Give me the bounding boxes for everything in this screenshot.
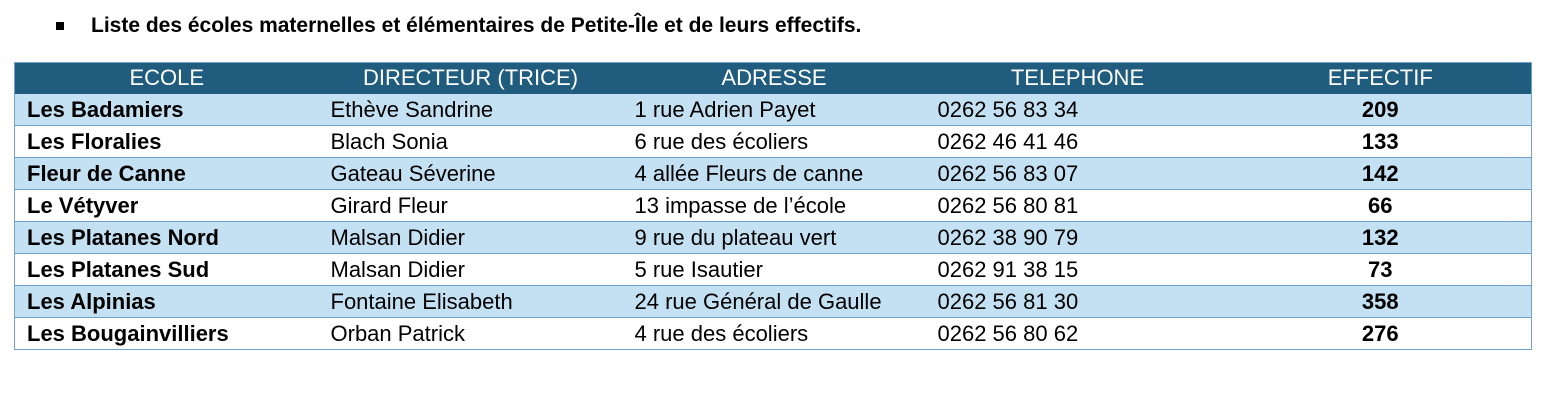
table-row: Fleur de Canne Gateau Séverine 4 allée F…	[14, 157, 1532, 189]
cell-telephone: 0262 91 38 15	[937, 256, 1079, 282]
cell-telephone: 0262 56 80 81	[937, 192, 1079, 218]
cell-adresse: 4 allée Fleurs de canne	[634, 160, 864, 186]
cell-effectif: 358	[1361, 288, 1399, 314]
cell-adresse: 9 rue du plateau vert	[634, 224, 837, 250]
cell-effectif: 73	[1368, 256, 1393, 282]
cell-ecole: Les Platanes Nord	[27, 224, 219, 250]
cell-effectif: 132	[1361, 224, 1399, 250]
square-bullet-icon	[56, 22, 64, 30]
cell-adresse: 13 impasse de l’école	[634, 192, 847, 218]
cell-ecole: Les Platanes Sud	[27, 256, 210, 282]
cell-telephone: 0262 38 90 79	[937, 224, 1079, 250]
header-directeur: DIRECTEUR (TRICE)	[362, 65, 579, 91]
cell-effectif: 66	[1368, 192, 1393, 218]
table-row: Le Vétyver Girard Fleur 13 impasse de l’…	[14, 189, 1532, 221]
cell-directeur: Blach Sonia	[330, 128, 448, 154]
cell-telephone: 0262 46 41 46	[937, 128, 1079, 154]
table-row: Les Platanes Sud Malsan Didier 5 rue Isa…	[14, 253, 1532, 285]
cell-ecole: Les Alpinias	[27, 288, 156, 314]
cell-adresse: 24 rue Général de Gaulle	[634, 288, 882, 314]
cell-directeur: Orban Patrick	[330, 320, 466, 346]
header-effectif: EFFECTIF	[1327, 65, 1433, 91]
cell-adresse: 1 rue Adrien Payet	[634, 96, 816, 122]
cell-directeur: Girard Fleur	[330, 192, 448, 218]
cell-telephone: 0262 56 81 30	[937, 288, 1079, 314]
header-adresse: ADRESSE	[721, 65, 827, 91]
cell-effectif: 209	[1361, 96, 1399, 122]
header-telephone: TELEPHONE	[1010, 65, 1145, 91]
cell-directeur: Malsan Didier	[330, 224, 466, 250]
cell-ecole: Fleur de Canne	[27, 160, 186, 186]
cell-adresse: 6 rue des écoliers	[634, 128, 809, 154]
cell-effectif: 133	[1361, 128, 1399, 154]
header-ecole: ECOLE	[129, 65, 205, 91]
cell-telephone: 0262 56 83 07	[937, 160, 1079, 186]
cell-directeur: Gateau Séverine	[330, 160, 496, 186]
document-heading: Liste des écoles maternelles et élémenta…	[56, 10, 861, 42]
table-row: Les Badamiers Ethève Sandrine 1 rue Adri…	[14, 93, 1532, 125]
table-row: Les Floralies Blach Sonia 6 rue des écol…	[14, 125, 1532, 157]
cell-effectif: 142	[1361, 160, 1399, 186]
table-row: Les Alpinias Fontaine Elisabeth 24 rue G…	[14, 285, 1532, 317]
cell-ecole: Les Badamiers	[27, 96, 184, 122]
cell-ecole: Les Bougainvilliers	[27, 320, 229, 346]
cell-telephone: 0262 56 80 62	[937, 320, 1079, 346]
cell-adresse: 5 rue Isautier	[634, 256, 763, 282]
schools-table: ECOLE DIRECTEUR (TRICE) ADRESSE TELEPHON…	[14, 62, 1532, 350]
cell-ecole: Le Vétyver	[27, 192, 139, 218]
table-header-row: ECOLE DIRECTEUR (TRICE) ADRESSE TELEPHON…	[14, 62, 1532, 94]
cell-directeur: Ethève Sandrine	[330, 96, 494, 122]
cell-ecole: Les Floralies	[27, 128, 162, 154]
heading-text: Liste des écoles maternelles et élémenta…	[91, 14, 862, 37]
cell-adresse: 4 rue des écoliers	[634, 320, 809, 346]
cell-effectif: 276	[1361, 320, 1399, 346]
table-row: Les Platanes Nord Malsan Didier 9 rue du…	[14, 221, 1532, 253]
cell-telephone: 0262 56 83 34	[937, 96, 1079, 122]
cell-directeur: Fontaine Elisabeth	[330, 288, 513, 314]
cell-directeur: Malsan Didier	[330, 256, 466, 282]
table-row: Les Bougainvilliers Orban Patrick 4 rue …	[14, 317, 1532, 349]
